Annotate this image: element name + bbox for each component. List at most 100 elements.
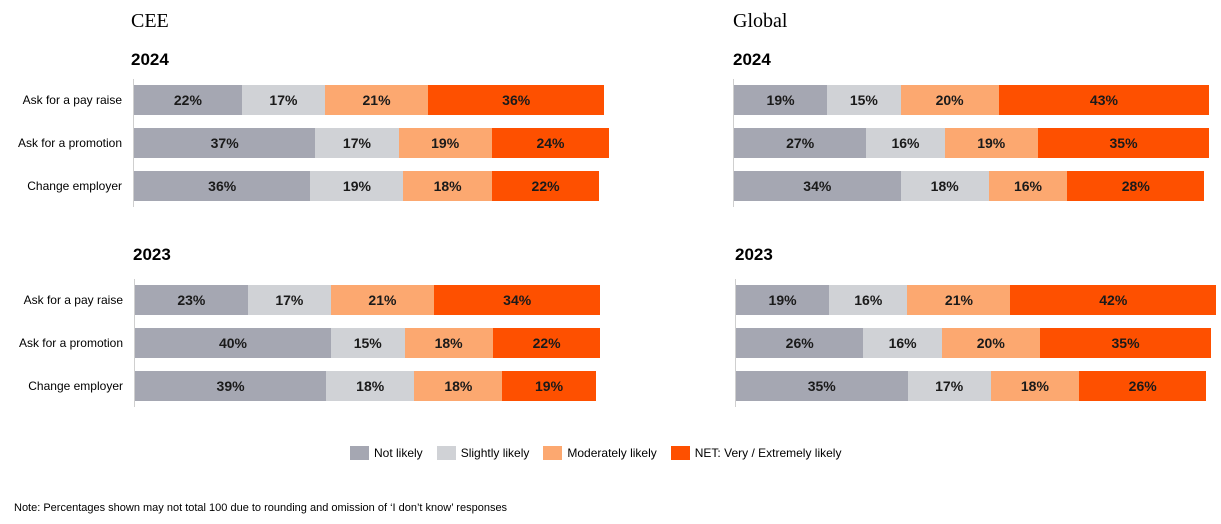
data-label: 19% bbox=[535, 378, 564, 394]
data-label: 18% bbox=[1020, 378, 1049, 394]
bar-segment: 19% bbox=[398, 128, 492, 158]
stacked-bar: 40% 15% 18% 22% bbox=[135, 328, 601, 358]
stacked-bar: 35% 17% 18% 26% bbox=[736, 371, 1207, 401]
data-label: 27% bbox=[786, 135, 815, 151]
data-label: 16% bbox=[891, 135, 920, 151]
bar-segment: 21% bbox=[325, 85, 428, 115]
legend-swatch bbox=[543, 446, 563, 460]
data-label: 24% bbox=[536, 135, 565, 151]
bar-segment: 43% bbox=[998, 85, 1210, 115]
data-label: 35% bbox=[1111, 335, 1140, 351]
data-label: 26% bbox=[785, 335, 814, 351]
data-label: 34% bbox=[503, 292, 532, 308]
bar-segment: 21% bbox=[330, 285, 434, 315]
bar-segment: 26% bbox=[736, 328, 864, 358]
data-label: 39% bbox=[216, 378, 245, 394]
data-label: 19% bbox=[768, 292, 797, 308]
bar-segment: 28% bbox=[1067, 171, 1205, 201]
bar-segment: 26% bbox=[1078, 371, 1207, 401]
legend-swatch bbox=[350, 446, 369, 460]
legend-label: Slightly likely bbox=[460, 446, 530, 460]
legend-label: Not likely bbox=[374, 446, 423, 460]
data-label: 43% bbox=[1089, 92, 1118, 108]
bar-segment: 27% bbox=[734, 128, 867, 158]
category-label: Ask for a promotion bbox=[18, 336, 123, 350]
stacked-bar: 37% 17% 19% 24% bbox=[134, 128, 610, 158]
bar-segment: 18% bbox=[414, 371, 503, 401]
footnote: Note: Percentages shown may not total 10… bbox=[14, 502, 508, 514]
data-label: 16% bbox=[888, 335, 917, 351]
bar-segment: 22% bbox=[492, 328, 601, 358]
stacked-bar: 26% 16% 20% 35% bbox=[736, 328, 1212, 358]
bar-segment: 18% bbox=[900, 171, 989, 201]
bar-segment: 16% bbox=[829, 285, 908, 315]
legend-label: Moderately likely bbox=[567, 446, 657, 460]
bar-segment: 42% bbox=[1010, 285, 1217, 315]
bar-segment: 23% bbox=[135, 285, 248, 315]
data-label: 15% bbox=[849, 92, 878, 108]
data-label: 16% bbox=[854, 292, 883, 308]
category-label: Change employer bbox=[28, 379, 123, 393]
bar-segment: 19% bbox=[944, 128, 1038, 158]
data-label: 35% bbox=[1109, 135, 1138, 151]
data-label: 15% bbox=[353, 335, 382, 351]
data-label: 36% bbox=[208, 178, 237, 194]
bar-segment: 35% bbox=[1037, 128, 1210, 158]
panel-year-title: 2024 bbox=[733, 50, 771, 69]
data-label: 16% bbox=[1013, 178, 1042, 194]
bar-segment: 19% bbox=[502, 371, 596, 401]
bar-segment: 35% bbox=[736, 371, 908, 401]
panel-year-title: 2023 bbox=[735, 245, 773, 264]
category-axis-line bbox=[134, 279, 135, 407]
legend-label: NET: Very / Extremely likely bbox=[694, 446, 842, 460]
data-label: 28% bbox=[1121, 178, 1150, 194]
legend-item: Not likely bbox=[350, 446, 423, 460]
legend-swatch bbox=[670, 446, 690, 460]
region-title: Global bbox=[733, 10, 788, 32]
panel-year-title: 2023 bbox=[133, 245, 171, 264]
stacked-bar: 23% 17% 21% 34% bbox=[135, 285, 601, 315]
bar-segment: 15% bbox=[827, 85, 901, 115]
data-label: 35% bbox=[807, 378, 836, 394]
bar-segment: 16% bbox=[988, 171, 1068, 201]
bar-segment: 18% bbox=[404, 328, 493, 358]
bar-segment: 15% bbox=[331, 328, 405, 358]
data-label: 18% bbox=[433, 178, 462, 194]
bar-segment: 22% bbox=[491, 171, 600, 201]
data-label: 18% bbox=[444, 378, 473, 394]
bar-segment: 34% bbox=[734, 171, 901, 201]
data-label: 18% bbox=[930, 178, 959, 194]
data-label: 19% bbox=[977, 135, 1006, 151]
legend-item: NET: Very / Extremely likely bbox=[670, 446, 842, 460]
data-label: 20% bbox=[935, 92, 964, 108]
legend-swatch bbox=[436, 446, 456, 460]
category-axis-line bbox=[735, 279, 736, 407]
bar-segment: 19% bbox=[310, 171, 404, 201]
data-label: 19% bbox=[766, 92, 795, 108]
category-label: Ask for a pay raise bbox=[23, 293, 123, 307]
bar-segment: 17% bbox=[907, 371, 991, 401]
bar-segment: 20% bbox=[900, 85, 999, 115]
data-label: 19% bbox=[342, 178, 371, 194]
stacked-bar: 19% 16% 21% 42% bbox=[736, 285, 1217, 315]
data-label: 17% bbox=[269, 92, 298, 108]
data-label: 34% bbox=[803, 178, 832, 194]
bar-segment: 16% bbox=[866, 128, 945, 158]
stacked-bar: 19% 15% 20% 43% bbox=[734, 85, 1210, 115]
category-label: Ask for a pay raise bbox=[22, 93, 122, 107]
panel-year-title: 2024 bbox=[131, 50, 169, 69]
data-label: 18% bbox=[356, 378, 385, 394]
category-axis-line bbox=[733, 79, 734, 207]
bar-segment: 17% bbox=[315, 128, 399, 158]
data-label: 17% bbox=[935, 378, 964, 394]
legend-item: Moderately likely bbox=[543, 446, 657, 460]
region-title: CEE bbox=[131, 10, 169, 32]
data-label: 37% bbox=[210, 135, 239, 151]
bar-segment: 19% bbox=[734, 85, 828, 115]
data-label: 26% bbox=[1128, 378, 1157, 394]
bar-segment: 21% bbox=[907, 285, 1011, 315]
bar-segment: 34% bbox=[433, 285, 601, 315]
bar-segment: 20% bbox=[941, 328, 1040, 358]
stacked-bar: 36% 19% 18% 22% bbox=[134, 171, 600, 201]
stacked-bar: 22% 17% 21% 36% bbox=[134, 85, 605, 115]
